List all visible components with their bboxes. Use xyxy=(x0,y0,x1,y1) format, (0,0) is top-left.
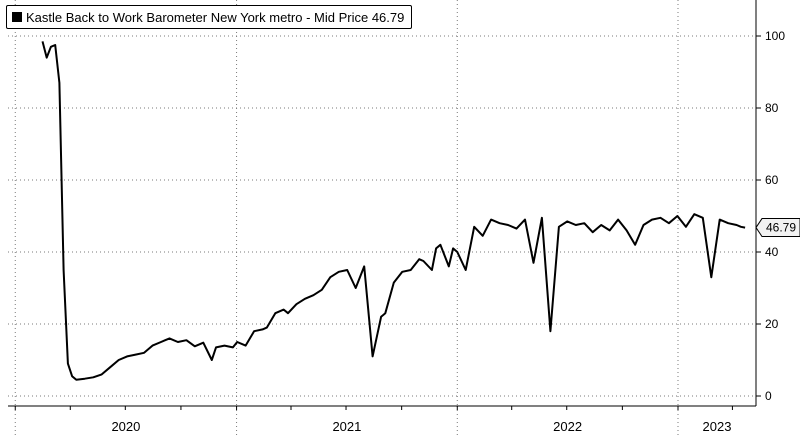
y-tick-label: 60 xyxy=(765,173,779,187)
legend-label: Kastle Back to Work Barometer New York m… xyxy=(26,9,405,25)
series-line xyxy=(41,41,746,381)
y-tick-label: 20 xyxy=(765,317,779,331)
y-tick-label: 100 xyxy=(765,29,785,43)
x-axis-year-labels: 2020 2021 2022 2023 xyxy=(111,419,731,434)
x-year-label: 2022 xyxy=(553,419,582,434)
y-tick-label: 80 xyxy=(765,101,779,115)
y-tick-label: 40 xyxy=(765,245,779,259)
x-year-label: 2023 xyxy=(703,419,732,434)
y-axis-tick-labels: 0 20 40 60 80 100 xyxy=(765,29,785,403)
legend-swatch xyxy=(12,12,22,22)
last-value-badge: 46.79 xyxy=(755,218,800,238)
x-year-label: 2020 xyxy=(111,419,140,434)
series-layer xyxy=(41,41,746,381)
last-value-label: 46.79 xyxy=(766,221,796,235)
axes xyxy=(8,0,761,410)
x-year-label: 2021 xyxy=(332,419,361,434)
y-tick-label: 0 xyxy=(765,389,772,403)
last-value-marker: 46.79 xyxy=(755,218,800,238)
legend: Kastle Back to Work Barometer New York m… xyxy=(6,5,413,29)
grid-lines xyxy=(8,0,756,438)
last-value-box xyxy=(755,218,800,238)
